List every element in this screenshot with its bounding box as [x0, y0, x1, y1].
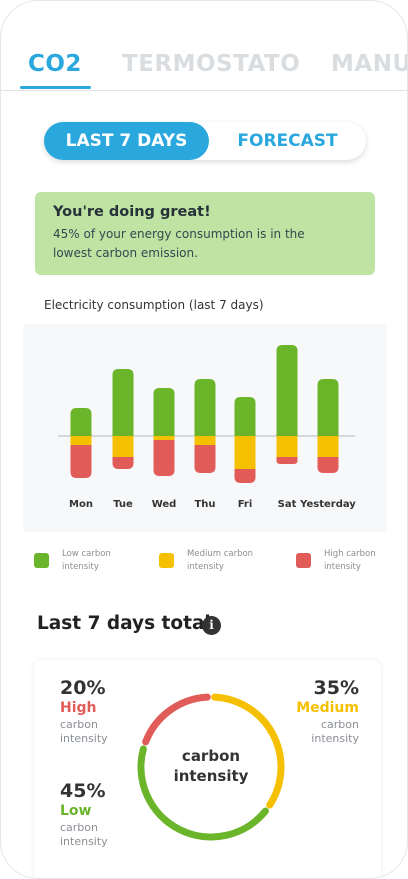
totals-card: 20% High carbon intensity 35% Medium car… — [34, 660, 381, 878]
stat-high: 20% High carbon intensity — [60, 677, 120, 746]
info-icon[interactable]: i — [202, 616, 221, 635]
bar-high-wed — [153, 440, 175, 476]
tab-manu[interactable]: MANU — [331, 51, 408, 77]
bar-low-wed — [153, 388, 175, 436]
stat-low: 45% Low carbon intensity — [60, 780, 120, 849]
stat-medium-sub: carbon intensity — [311, 718, 359, 745]
bar-low-sat — [276, 345, 298, 436]
legend-swatch-high — [296, 553, 311, 568]
tab-co2[interactable]: CO2 — [28, 51, 82, 77]
bar-high-yesterday — [317, 457, 339, 473]
bar-low-tue — [112, 369, 134, 436]
stat-low-pct: 45% — [60, 780, 106, 802]
stat-low-sub: carbon intensity — [60, 821, 108, 848]
consumption-chart-panel: Mon Tue Wed Thu Fri Sat Yesterday — [23, 324, 387, 532]
last-7-days-button[interactable]: LAST 7 DAYS — [44, 122, 209, 160]
bar-low-yesterday — [317, 379, 339, 436]
legend-label-high: High carbon intensity — [324, 549, 376, 572]
stat-medium: 35% Medium carbon intensity — [279, 677, 359, 746]
stat-medium-pct: 35% — [313, 677, 359, 699]
bar-medium-sat — [276, 436, 298, 457]
donut-segment-high — [142, 693, 211, 746]
forecast-button[interactable]: FORECAST — [237, 131, 338, 151]
x-tick-label: Tue — [113, 499, 133, 510]
x-tick-label: Thu — [194, 499, 215, 510]
donut-segment-low — [137, 745, 269, 841]
active-tab-indicator — [20, 86, 91, 89]
stat-high-pct: 20% — [60, 677, 106, 699]
legend-swatch-medium — [159, 553, 174, 568]
banner-body: 45% of your energy consumption is in the… — [53, 227, 305, 260]
consumption-chart: Mon Tue Wed Thu Fri Sat Yesterday — [58, 345, 356, 510]
x-tick-label: Fri — [238, 499, 253, 510]
donut-segment-medium — [211, 693, 285, 809]
donut-center-label: carbon intensity — [173, 747, 249, 785]
stat-low-level: Low — [60, 803, 92, 819]
bar-low-thu — [194, 379, 216, 436]
tab-termostato[interactable]: TERMOSTATO — [122, 51, 301, 77]
stat-high-sub: carbon intensity — [60, 718, 108, 745]
x-tick-label: Mon — [69, 499, 93, 510]
status-banner: You're doing great! 45% of your energy c… — [35, 192, 375, 275]
banner-title: You're doing great! — [53, 204, 211, 220]
bar-high-sat — [276, 457, 298, 464]
legend-label-medium: Medium carbon intensity — [187, 549, 254, 572]
chart-section-label: Electricity consumption (last 7 days) — [44, 298, 264, 312]
x-tick-label: Wed — [152, 499, 177, 510]
bar-high-tue — [112, 457, 134, 469]
tab-bar: CO2 TERMOSTATO MANU — [1, 41, 408, 91]
carbon-intensity-donut — [137, 693, 285, 841]
bar-medium-mon — [70, 436, 92, 445]
x-tick-label: Sat — [278, 499, 297, 510]
legend-label-low: Low carbon intensity — [62, 549, 111, 572]
bar-medium-tue — [112, 436, 134, 457]
stat-medium-level: Medium — [296, 700, 359, 716]
bar-low-mon — [70, 408, 92, 436]
bar-high-fri — [234, 469, 256, 483]
bar-medium-thu — [194, 436, 216, 445]
stat-high-level: High — [60, 700, 97, 716]
bar-high-thu — [194, 445, 216, 473]
bar-medium-fri — [234, 436, 256, 469]
totals-title: Last 7 days total — [37, 613, 211, 634]
legend-swatch-low — [34, 553, 49, 568]
x-tick-label: Yesterday — [299, 499, 356, 510]
bar-low-fri — [234, 397, 256, 436]
period-toggle: LAST 7 DAYS FORECAST — [44, 122, 366, 160]
bar-medium-yesterday — [317, 436, 339, 457]
bar-medium-wed — [153, 436, 175, 440]
bar-high-mon — [70, 445, 92, 478]
